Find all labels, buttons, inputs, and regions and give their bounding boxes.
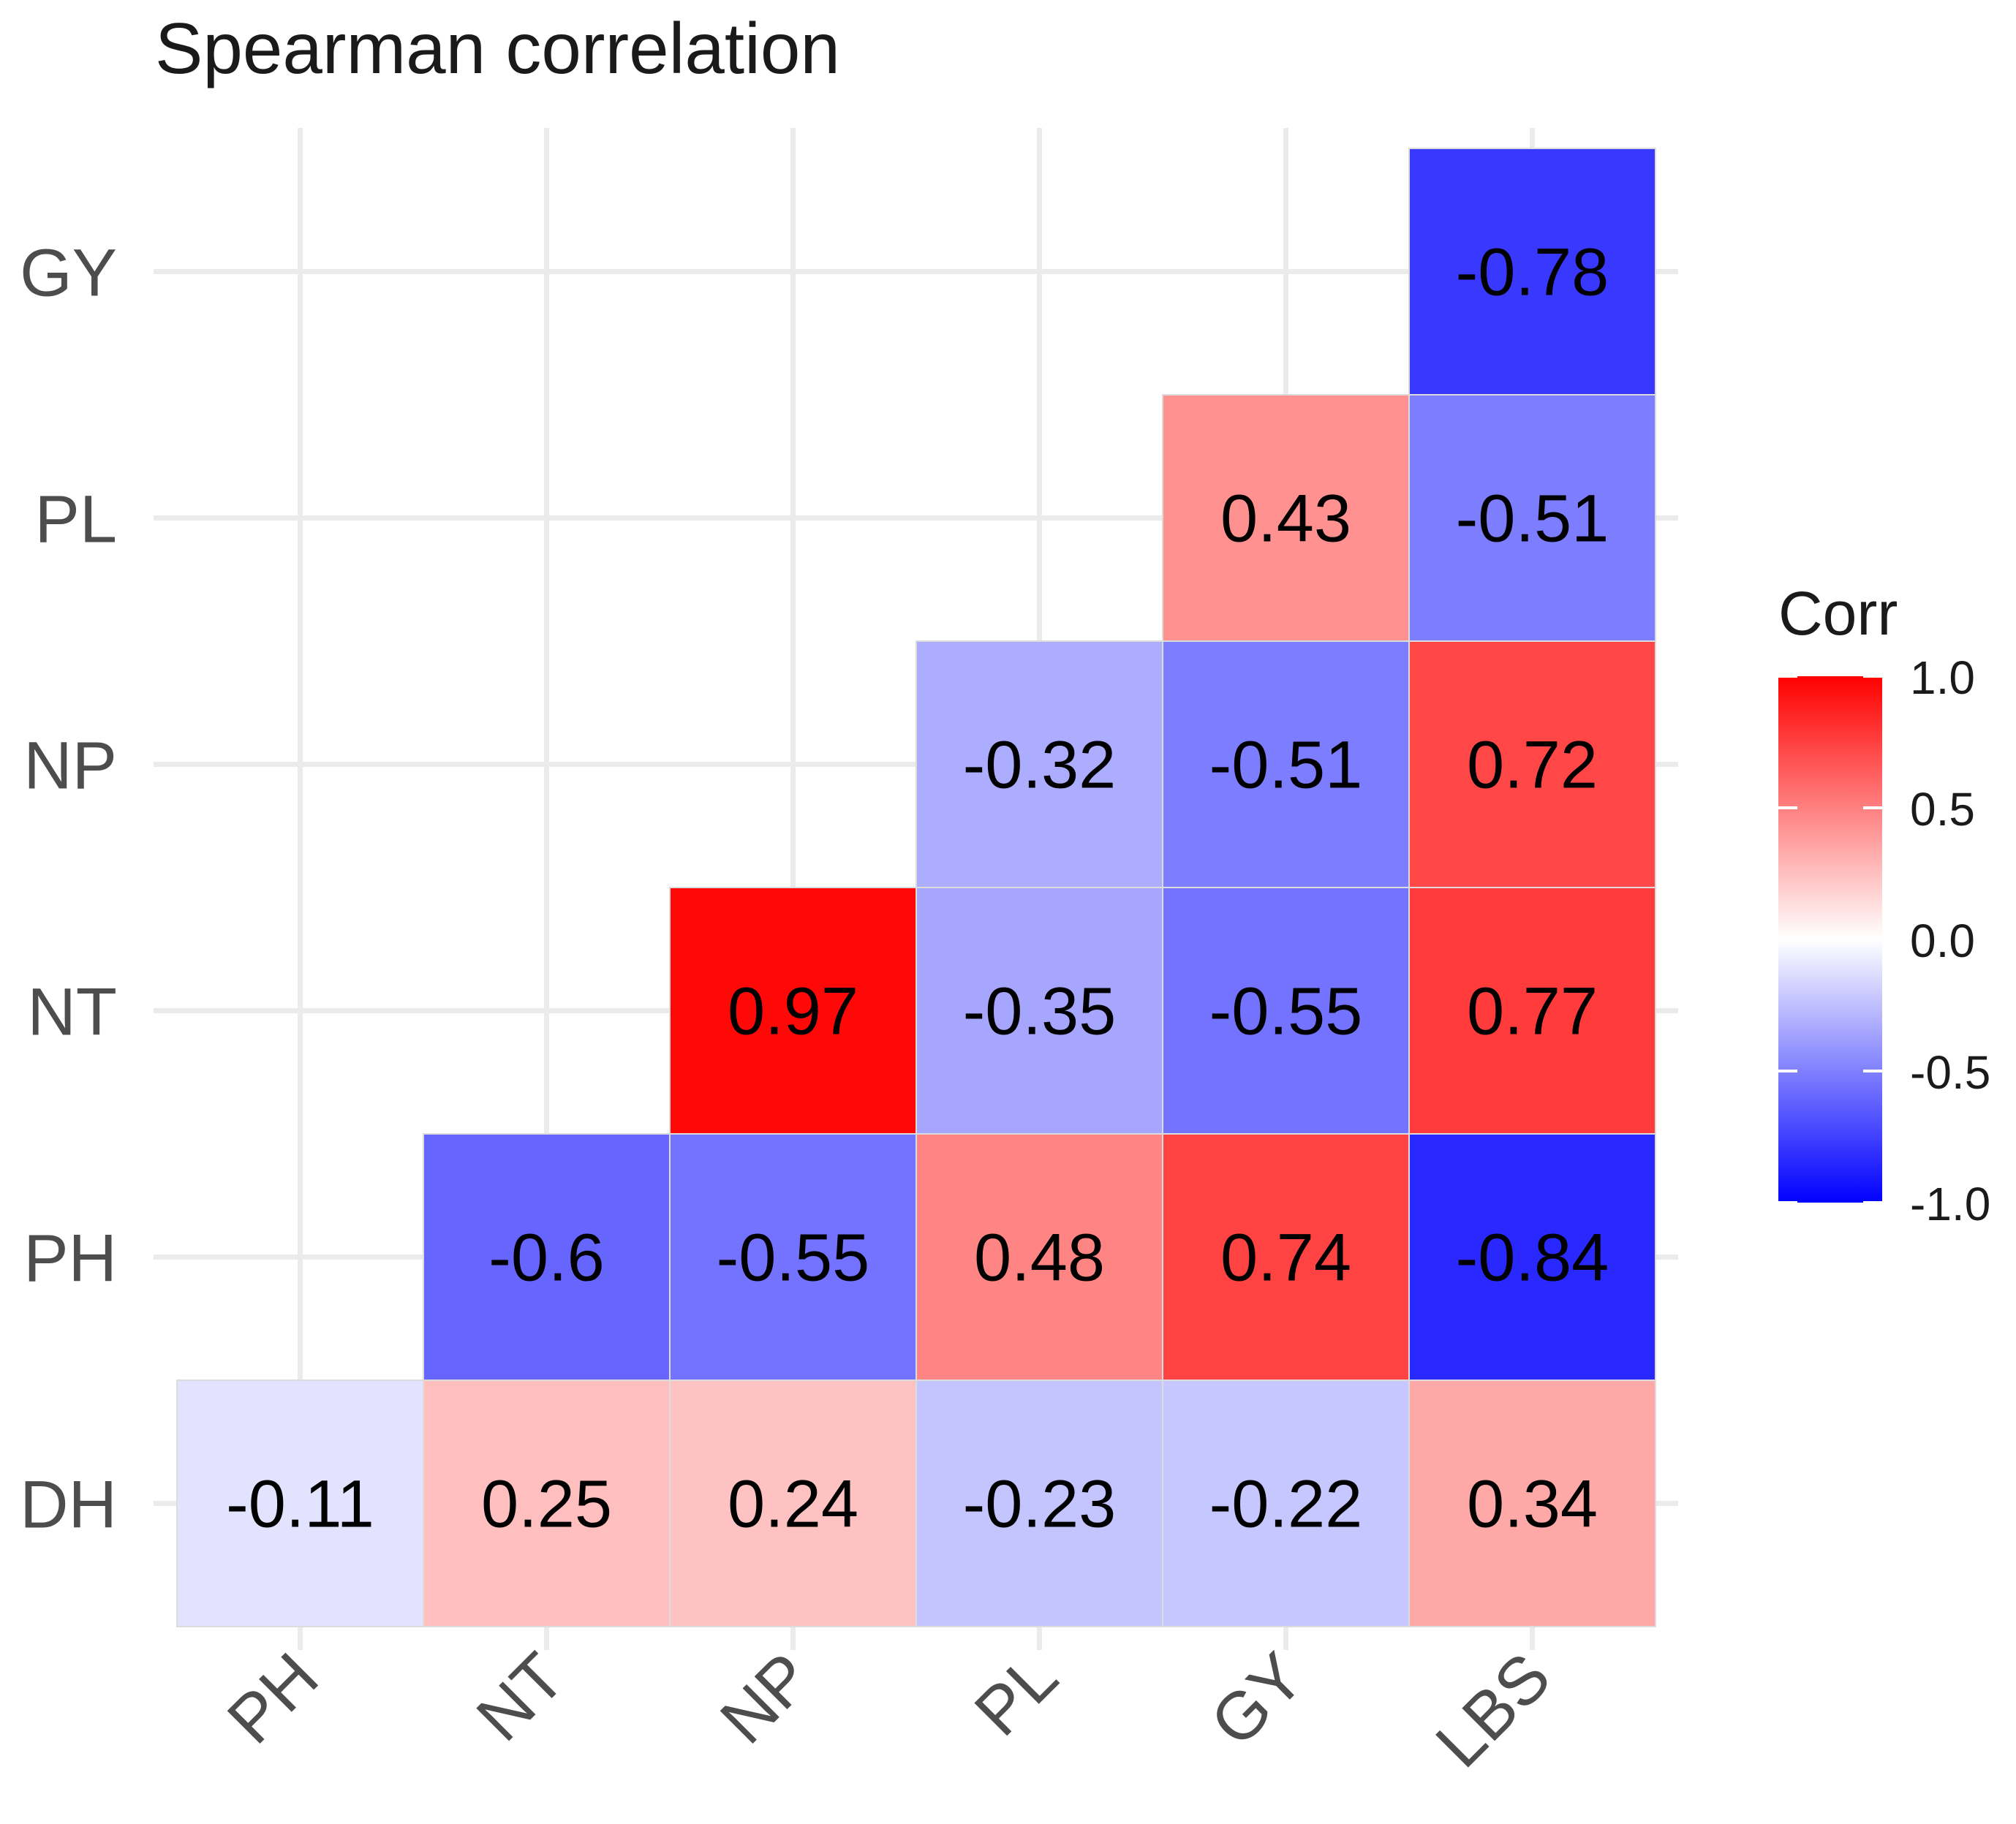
heatmap-cell-lbs-ph — [1408, 1133, 1656, 1381]
x-tick-label-nt: NT — [463, 1639, 579, 1755]
cell-value-nt-ph: -0.6 — [488, 1221, 605, 1295]
heatmap-cell-np-nt — [669, 887, 917, 1135]
heatmap-cell-nt-dh — [423, 1380, 671, 1627]
cell-value-ph-dh: -0.11 — [226, 1467, 374, 1542]
heatmap-cell-lbs-pl — [1408, 394, 1656, 642]
heatmap-cell-pl-np — [915, 640, 1163, 888]
legend-tick-label: 1.0 — [1910, 651, 1975, 704]
cell-value-gy-pl: 0.43 — [1220, 482, 1351, 556]
heatmap-cell-np-ph — [669, 1133, 917, 1381]
legend-tick-label: 0.0 — [1910, 915, 1975, 967]
heatmap-cell-lbs-nt — [1408, 887, 1656, 1135]
cell-value-lbs-nt: 0.77 — [1467, 975, 1598, 1049]
cell-value-gy-nt: -0.55 — [1209, 975, 1363, 1049]
cell-value-gy-ph: 0.74 — [1220, 1221, 1351, 1295]
y-axis: DH PH NT NP PL GY — [20, 236, 117, 1543]
x-axis: PH NT NP PL GY LBS — [214, 1639, 1565, 1782]
cell-value-pl-np: -0.32 — [963, 728, 1117, 803]
legend-tick-label: -1.0 — [1910, 1178, 1990, 1230]
x-tick-label-lbs: LBS — [1422, 1639, 1565, 1782]
heatmap-cell-gy-ph — [1162, 1133, 1410, 1381]
heatmap-cell-nt-ph — [423, 1133, 671, 1381]
heatmap-cell-lbs-gy — [1408, 148, 1656, 396]
x-tick-label-pl: PL — [961, 1639, 1072, 1750]
legend-tick-label: 0.5 — [1910, 783, 1975, 836]
x-tick-label-ph: PH — [214, 1639, 333, 1758]
cell-value-nt-dh: 0.25 — [481, 1467, 612, 1542]
cell-value-lbs-pl: -0.51 — [1456, 482, 1609, 556]
cell-value-lbs-gy: -0.78 — [1456, 235, 1609, 310]
x-tick-label-np: NP — [706, 1639, 826, 1758]
cell-value-pl-nt: -0.35 — [963, 975, 1117, 1049]
cell-value-gy-dh: -0.22 — [1209, 1467, 1363, 1542]
cell-value-np-dh: 0.24 — [728, 1467, 858, 1542]
heatmap-cell-gy-np — [1162, 640, 1410, 888]
legend-title: Corr — [1778, 579, 1898, 648]
heatmap-cells — [176, 148, 1656, 1627]
cell-value-labels: -0.11 0.25 0.24 -0.23 -0.22 0.34 -0.6 -0.55 0.48… — [226, 235, 1609, 1542]
heatmap-cell-gy-nt — [1162, 887, 1410, 1135]
color-legend: Corr 1.0 0.5 0.0 -0.5 -1.0 — [1778, 579, 1990, 1230]
cell-value-gy-np: -0.51 — [1209, 728, 1363, 803]
y-tick-label-np: NP — [23, 729, 117, 803]
y-tick-label-nt: NT — [27, 975, 117, 1050]
legend-tick-label: -0.5 — [1910, 1046, 1990, 1099]
heatmap-cell-gy-pl — [1162, 394, 1410, 642]
cell-value-np-nt: 0.97 — [728, 975, 858, 1049]
cell-value-pl-ph: 0.48 — [974, 1221, 1105, 1295]
cell-value-np-ph: -0.55 — [717, 1221, 870, 1295]
heatmap-cell-ph-dh — [176, 1380, 424, 1627]
chart-title: Spearman correlation — [155, 8, 840, 88]
cell-value-lbs-np: 0.72 — [1467, 728, 1598, 803]
heatmap-cell-lbs-np — [1408, 640, 1656, 888]
y-tick-label-ph: PH — [23, 1222, 117, 1296]
y-tick-label-dh: DH — [20, 1468, 117, 1543]
heatmap-cell-lbs-dh — [1408, 1380, 1656, 1627]
y-tick-label-gy: GY — [20, 236, 117, 311]
x-tick-label-gy: GY — [1197, 1639, 1318, 1760]
cell-value-lbs-ph: -0.84 — [1456, 1221, 1609, 1295]
heatmap-cell-pl-nt — [915, 887, 1163, 1135]
cell-value-lbs-dh: 0.34 — [1467, 1467, 1598, 1542]
heatmap-cell-gy-dh — [1162, 1380, 1410, 1627]
y-tick-label-pl: PL — [34, 483, 117, 557]
cell-value-pl-dh: -0.23 — [963, 1467, 1117, 1542]
